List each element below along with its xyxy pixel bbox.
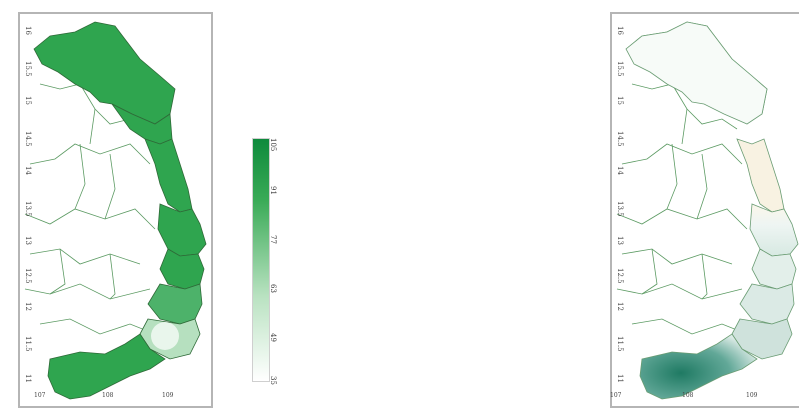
right-province-6 <box>739 283 795 325</box>
right-map-panel: 16 15.5 15 14.5 14 13.5 13 12.5 12 11.5 … <box>606 6 799 408</box>
left-map-canvas <box>24 21 207 400</box>
province-south <box>47 333 166 400</box>
right-ytick-10: 11 <box>616 374 624 383</box>
left-map-frame <box>18 12 213 408</box>
left-ytick-10: 11 <box>24 374 32 383</box>
right-ytick-9: 11.5 <box>616 336 624 352</box>
left-ytick-8: 12 <box>24 302 32 311</box>
right-ytick-5: 13.5 <box>616 201 624 217</box>
left-ytick-4: 14 <box>24 166 32 175</box>
right-ytick-8: 12 <box>616 302 624 311</box>
left-ytick-6: 13 <box>24 236 32 245</box>
colorbar-tick-0: 105 <box>269 138 277 152</box>
colorbar-tick-4: 49 <box>269 333 277 342</box>
colorbar-tick-2: 77 <box>269 235 277 244</box>
left-ytick-2: 15 <box>24 96 32 105</box>
right-ytick-6: 13 <box>616 236 624 245</box>
province-4 <box>157 203 207 257</box>
right-province-north <box>625 21 768 125</box>
right-xtick-2: 109 <box>746 392 758 399</box>
province-3 <box>144 138 193 213</box>
right-map-boundaries <box>616 21 768 335</box>
right-map-canvas <box>616 21 799 400</box>
left-map-light-spot <box>151 322 179 350</box>
right-ytick-2: 15 <box>616 96 624 105</box>
right-ytick-1: 15.5 <box>616 61 624 77</box>
left-xtick-2: 109 <box>162 392 174 399</box>
left-ytick-1: 15.5 <box>24 61 32 77</box>
province-6 <box>147 283 203 325</box>
left-ytick-7: 12.5 <box>24 268 32 284</box>
right-map-frame <box>610 12 799 408</box>
right-xtick-0: 107 <box>610 392 622 399</box>
right-ytick-0: 16 <box>616 26 624 35</box>
colorbar-tick-1: 91 <box>269 186 277 195</box>
province-north <box>33 21 176 125</box>
left-map-neighbour-boundaries <box>24 83 156 335</box>
left-ytick-3: 14.5 <box>24 131 32 147</box>
left-xtick-0: 107 <box>34 392 46 399</box>
right-map-shaded-provinces <box>625 21 799 400</box>
left-ytick-9: 11.5 <box>24 336 32 352</box>
right-ytick-4: 14 <box>616 166 624 175</box>
right-province-3 <box>736 138 785 213</box>
colorbar-tick-3: 63 <box>269 284 277 293</box>
left-ytick-5: 13.5 <box>24 201 32 217</box>
right-ytick-3: 14.5 <box>616 131 624 147</box>
colorbar-tick-5: 35 <box>269 376 277 385</box>
right-province-south <box>639 333 758 400</box>
left-ytick-0: 16 <box>24 26 32 35</box>
right-ytick-7: 12.5 <box>616 268 624 284</box>
right-xtick-1: 108 <box>682 392 694 399</box>
colorbar <box>252 138 270 382</box>
right-province-4 <box>749 203 799 257</box>
left-map-panel: 16 15.5 15 14.5 14 13.5 13 12.5 12 11.5 … <box>12 6 216 408</box>
left-map-shaded-provinces <box>33 21 207 400</box>
left-xtick-1: 108 <box>102 392 114 399</box>
